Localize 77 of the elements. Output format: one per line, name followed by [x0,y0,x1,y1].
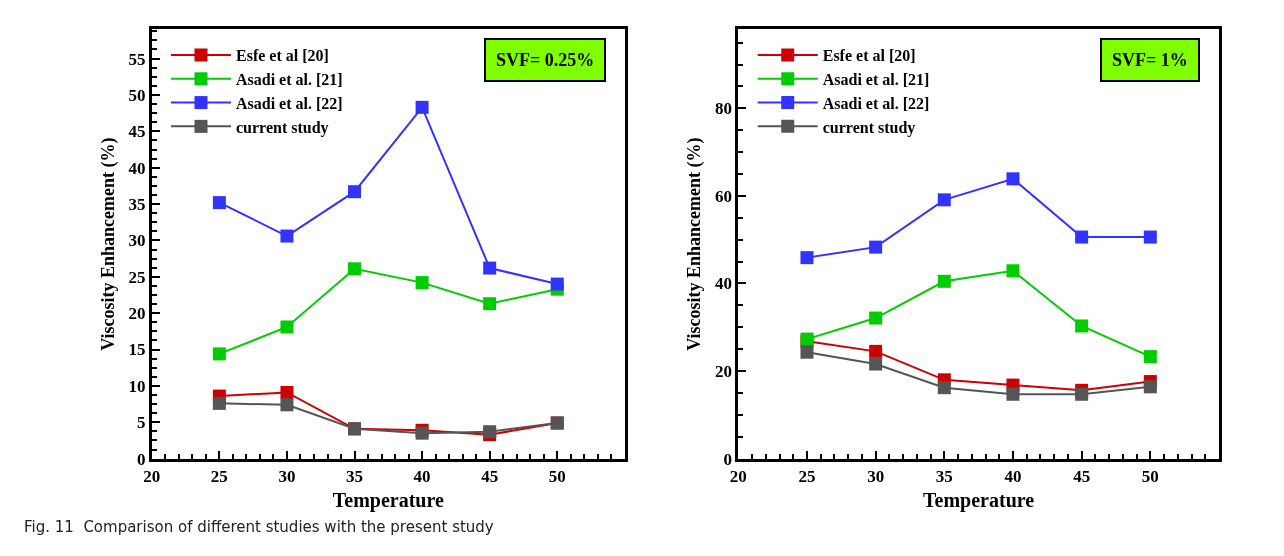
y-tick-label: 40 [128,158,146,178]
point [869,311,883,325]
point [212,196,226,210]
x-tick-label: 20 [729,467,747,487]
x-tick-label: 30 [278,467,296,487]
point [869,240,883,254]
x-axis-title: Temperature [923,488,1035,512]
y-tick-label: 15 [128,340,146,360]
x-tick-label: 35 [346,467,364,487]
x-tick-label: 40 [1004,467,1022,487]
point [550,277,564,291]
point [280,398,294,412]
legend-label: Esfe et al [20] [822,47,916,65]
point [1006,172,1020,186]
y-tick-label: 40 [714,274,732,294]
point [483,261,497,275]
point [415,276,429,290]
point [212,396,226,410]
x-tick-label: 50 [548,467,566,487]
legend-label: Esfe et al [20] [235,47,329,65]
point [1075,387,1089,401]
point [1075,319,1089,333]
y-tick-label: 10 [128,376,146,396]
y-tick-label: 55 [128,49,146,69]
point [483,297,497,311]
point [1006,387,1020,401]
point [1075,230,1089,244]
point [937,193,951,207]
point [415,100,429,114]
y-tick-label: 20 [714,362,732,381]
y-tick-label: 0 [136,449,146,469]
point [937,274,951,288]
y-tick-label: 30 [128,231,146,251]
legend-label: Asadi et al. [22] [235,94,343,112]
point [800,251,814,265]
x-axis-title: Temperature [332,488,444,512]
legend-label: Asadi et al. [21] [822,71,930,89]
legend-label: Asadi et al. [21] [235,71,343,89]
point [869,357,883,371]
y-axis-title: Viscosity Enhancement (%) [684,137,706,351]
caption: Fig. 11 Comparison of different studies with the present study [24,518,494,536]
x-tick-label: 40 [413,467,431,487]
legend-label: current study [235,118,329,137]
point [280,385,294,399]
point [1006,264,1020,278]
y-axis-title: Viscosity Enhancement (%) [97,137,119,351]
point [348,262,362,276]
annotation: SVF= 1% [1112,50,1188,70]
x-tick-label: 50 [1141,467,1159,487]
point [280,229,294,243]
y-tick-label: 25 [128,267,146,287]
y-tick-label: 45 [128,122,146,142]
point [1143,380,1157,394]
point [348,185,362,199]
y-tick-label: 35 [128,195,146,214]
y-tick-label: 5 [136,413,146,433]
y-tick-label: 20 [128,304,146,324]
point [869,344,883,358]
x-tick-label: 35 [935,467,953,487]
point [800,345,814,359]
x-tick-label: 45 [1073,467,1091,487]
y-tick-label: 50 [128,85,146,105]
point [280,320,294,334]
x-tick-label: 25 [798,467,816,487]
legend-label: current study [822,118,916,137]
point [1143,350,1157,364]
x-tick-label: 25 [210,467,228,487]
point [937,381,951,395]
x-tick-label: 45 [481,467,499,487]
legend-label: Asadi et al. [22] [822,94,930,112]
y-tick-label: 60 [714,186,732,206]
x-tick-label: 30 [867,467,885,487]
y-tick-label: 80 [714,99,732,119]
point [212,347,226,361]
annotation: SVF= 0.25% [496,50,595,70]
point [1143,230,1157,244]
y-tick-label: 0 [723,449,732,469]
